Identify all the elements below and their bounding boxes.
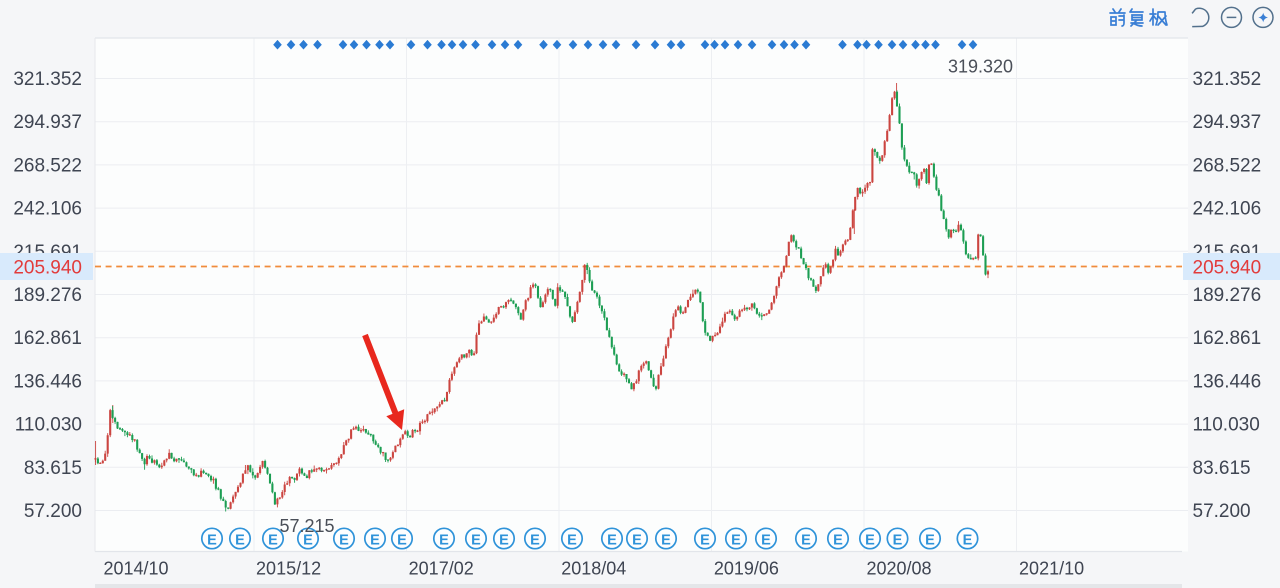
svg-text:294.937: 294.937 <box>13 112 82 133</box>
svg-text:E: E <box>731 533 741 549</box>
svg-text:110.030: 110.030 <box>1193 415 1260 436</box>
svg-text:110.030: 110.030 <box>15 415 82 436</box>
svg-text:242.106: 242.106 <box>1193 199 1262 220</box>
svg-text:E: E <box>235 533 245 549</box>
svg-text:2018/04: 2018/04 <box>561 559 626 579</box>
svg-text:E: E <box>801 533 811 549</box>
svg-text:E: E <box>499 533 509 549</box>
svg-text:321.352: 321.352 <box>13 69 82 90</box>
svg-text:205.940: 205.940 <box>1193 258 1262 279</box>
svg-text:E: E <box>833 533 843 549</box>
svg-text:E: E <box>303 533 313 549</box>
svg-text:268.522: 268.522 <box>1193 155 1262 176</box>
svg-text:E: E <box>661 533 671 549</box>
svg-text:189.276: 189.276 <box>1193 285 1262 306</box>
svg-text:83.615: 83.615 <box>1193 458 1251 479</box>
svg-text:321.352: 321.352 <box>1193 69 1262 90</box>
svg-text:E: E <box>471 533 481 549</box>
svg-text:57.200: 57.200 <box>24 501 82 522</box>
svg-text:E: E <box>632 533 642 549</box>
svg-text:E: E <box>397 533 407 549</box>
svg-text:242.106: 242.106 <box>13 199 82 220</box>
svg-text:E: E <box>268 533 278 549</box>
svg-text:E: E <box>439 533 449 549</box>
svg-text:E: E <box>893 533 903 549</box>
svg-text:205.940: 205.940 <box>13 258 82 279</box>
svg-text:E: E <box>607 533 617 549</box>
svg-text:2020/08: 2020/08 <box>866 559 931 579</box>
svg-text:162.861: 162.861 <box>13 328 82 349</box>
svg-text:E: E <box>925 533 935 549</box>
svg-text:E: E <box>567 533 577 549</box>
svg-text:294.937: 294.937 <box>1193 112 1262 133</box>
svg-text:E: E <box>865 533 875 549</box>
svg-text:E: E <box>700 533 710 549</box>
svg-text:E: E <box>963 533 973 549</box>
svg-text:E: E <box>370 533 380 549</box>
svg-text:268.522: 268.522 <box>13 155 82 176</box>
svg-text:136.446: 136.446 <box>13 371 82 392</box>
svg-text:2014/10: 2014/10 <box>103 559 168 579</box>
svg-text:2019/06: 2019/06 <box>714 559 779 579</box>
svg-text:2015/12: 2015/12 <box>256 559 321 579</box>
svg-text:136.446: 136.446 <box>1193 371 1262 392</box>
svg-text:E: E <box>207 533 217 549</box>
svg-text:319.320: 319.320 <box>948 57 1013 77</box>
svg-text:E: E <box>339 533 349 549</box>
svg-text:83.615: 83.615 <box>24 458 82 479</box>
svg-text:E: E <box>761 533 771 549</box>
svg-text:189.276: 189.276 <box>13 285 82 306</box>
svg-text:57.215: 57.215 <box>280 516 335 536</box>
svg-text:57.200: 57.200 <box>1193 501 1251 522</box>
svg-text:162.861: 162.861 <box>1193 328 1262 349</box>
svg-text:2021/10: 2021/10 <box>1019 559 1084 579</box>
svg-text:E: E <box>530 533 540 549</box>
svg-text:2017/02: 2017/02 <box>409 559 474 579</box>
